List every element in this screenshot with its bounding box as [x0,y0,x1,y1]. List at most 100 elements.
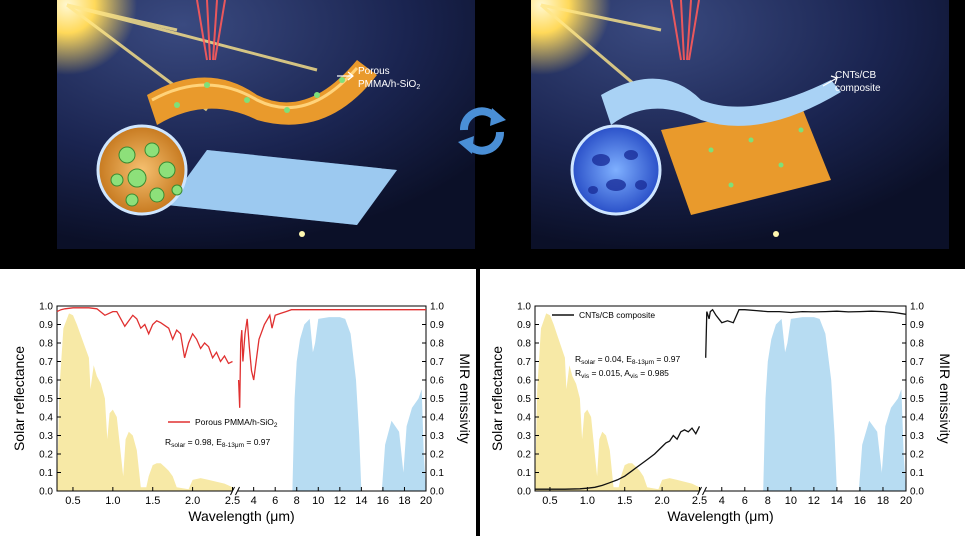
x-tick-label: 2.5 [225,495,240,507]
y-tick-label-left: 0.8 [517,339,531,350]
y-tick-label-left: 0.1 [517,468,531,479]
solar-spectrum-area [535,313,700,491]
y-tick-label-left: 0.3 [39,431,53,442]
y-tick-label-right: 0.1 [910,468,924,479]
x-tick-label: 10 [312,495,324,507]
y-tick-label-left: 0.6 [517,376,531,387]
chart-cnts-cb: 0.0 0.0 0.1 0.1 0.2 0.2 0.3 0.3 0.4 0.4 0.5 0.5 0.6 0… [489,302,953,525]
x-tick-label: 6 [742,495,748,507]
x-tick-label: 0.5 [542,495,557,507]
y-axis-label-right: MIR emissivity [937,353,953,443]
y-tick-label-left: 0.6 [39,376,53,387]
y-tick-label-right: 0.7 [910,357,924,368]
y-tick-label-left: 0.9 [39,320,53,331]
annotation-values: Rvis = 0.015, Avis = 0.985 [575,368,669,380]
y-tick-label-left: 0.4 [517,413,531,424]
y-axis-label-left: Solar reflectance [489,346,505,451]
y-tick-label-left: 0.5 [517,394,531,405]
y-tick-label-left: 0.1 [39,468,53,479]
y-tick-label-right: 0.6 [430,376,444,387]
y-tick-label-left: 0.8 [39,339,53,350]
x-tick-label: 6 [272,495,278,507]
series-line-MIR [705,308,907,358]
y-axis-label-right: MIR emissivity [457,353,473,443]
x-tick-label: 1.0 [580,495,595,507]
y-tick-label-left: 0.7 [517,357,531,368]
y-tick-label-left: 0.7 [39,357,53,368]
y-tick-label-right: 0.4 [910,413,924,424]
series-line-solar [535,426,701,490]
x-tick-label: 20 [900,495,912,507]
axis-break-mask [699,487,705,495]
x-tick-label: 2.5 [692,495,707,507]
chart-panel-right: 0.0 0.0 0.1 0.1 0.2 0.2 0.3 0.3 0.4 0.4 0.5 0.5 0.6 0… [480,269,965,536]
y-tick-label-right: 0.6 [910,376,924,387]
y-tick-label-right: 0.0 [430,487,444,498]
y-tick-label-left: 1.0 [39,302,53,313]
left-label-line2: PMMA/h-SiO2 [358,79,420,91]
y-tick-label-right: 1.0 [910,302,924,313]
y-tick-label-left: 0.0 [39,487,53,498]
y-tick-label-right: 0.8 [430,339,444,350]
chart-porous-pmma: 0.0 0.0 0.1 0.1 0.2 0.2 0.3 0.3 0.4 0.4 0.5 0.5 0.6 0… [11,302,473,525]
x-tick-label: 18 [398,495,410,507]
right-label-line2: composite [835,83,881,94]
series-line-solar [56,307,233,365]
mir-window-area [292,317,426,491]
y-tick-label-left: 0.2 [39,450,53,461]
y-tick-label-right: 0.8 [910,339,924,350]
y-tick-label-right: 0.9 [430,320,444,331]
y-tick-label-right: 0.3 [910,431,924,442]
x-axis-label: Wavelength (μm) [188,508,294,524]
porous-pmma-illustration: Porous PMMA/h-SiO2 [57,0,475,249]
y-tick-label-right: 0.3 [430,431,444,442]
y-tick-label-left: 0.2 [517,450,531,461]
cnts-cb-illustration: CNTs/CB composite [531,0,949,249]
x-tick-label: 8 [765,495,771,507]
cycle-arrows-icon [452,104,512,158]
x-tick-label: 16 [854,495,866,507]
x-tick-label: 18 [877,495,889,507]
y-tick-label-right: 0.0 [910,487,924,498]
x-tick-label: 16 [377,495,389,507]
mir-window-area [763,317,906,491]
axis-break-mark [235,486,240,496]
y-tick-label-right: 0.5 [910,394,924,405]
solar-spectrum-area [57,313,233,491]
x-tick-label: 8 [294,495,300,507]
x-tick-label: 2.0 [185,495,200,507]
chart-panel-left: 0.0 0.0 0.1 0.1 0.2 0.2 0.3 0.3 0.4 0.4 0.5 0.5 0.6 0… [0,269,478,536]
y-tick-label-left: 0.3 [517,431,531,442]
x-tick-label: 0.5 [65,495,80,507]
x-tick-label: 14 [355,495,367,507]
axis-break-mark [702,486,707,496]
y-tick-label-right: 0.9 [910,320,924,331]
y-tick-label-left: 0.5 [39,394,53,405]
y-tick-label-right: 1.0 [430,302,444,313]
y-tick-label-left: 1.0 [517,302,531,313]
axis-break-mask [232,487,238,495]
x-tick-label: 4 [251,495,257,507]
legend-label: CNTs/CB composite [579,310,655,320]
y-tick-label-right: 0.2 [910,450,924,461]
x-tick-label: 1.5 [145,495,160,507]
series-line-MIR [237,309,426,408]
x-tick-label: 14 [831,495,843,507]
x-tick-label: 10 [785,495,797,507]
annotation-values: Rsolar = 0.98, E8-13μm = 0.97 [165,437,271,449]
right-label-line1: CNTs/CB [835,70,876,81]
y-tick-label-right: 0.1 [430,468,444,479]
left-label-line1: Porous [358,66,390,77]
y-tick-label-left: 0.0 [517,487,531,498]
y-axis-label-left: Solar reflectance [11,346,27,451]
legend-label: Porous PMMA/h-SiO2 [195,417,278,429]
x-tick-label: 4 [719,495,725,507]
x-tick-label: 2.0 [654,495,669,507]
annotation-values: Rsolar = 0.04, E8-13μm = 0.97 [575,354,681,366]
y-tick-label-left: 0.4 [39,413,53,424]
x-tick-label: 12 [334,495,346,507]
y-tick-label-right: 0.5 [430,394,444,405]
x-tick-label: 20 [420,495,432,507]
y-tick-label-right: 0.4 [430,413,444,424]
